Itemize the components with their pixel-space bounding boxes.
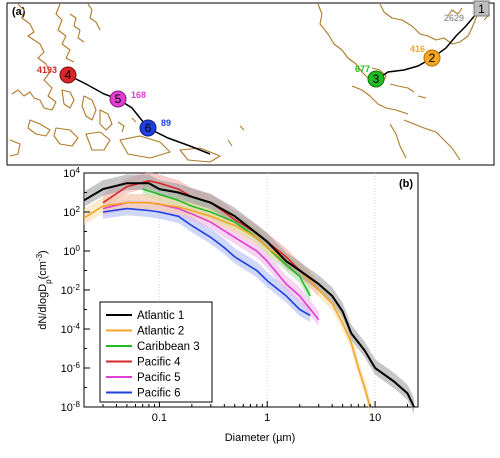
site-count-3: 677 xyxy=(355,64,370,74)
y-axis-title-exp: -3 xyxy=(35,253,44,261)
y-tick-base-3: 10 xyxy=(61,285,73,297)
series-line-6 xyxy=(102,207,311,317)
x-axis: 0.1 1 10 xyxy=(83,401,409,424)
y-tick-exponent-6: -8 xyxy=(73,400,81,409)
map-panel: (a) xyxy=(6,0,495,166)
series-line-3 xyxy=(142,188,311,297)
site-marker-6-circle xyxy=(139,119,157,137)
site-marker-4-circle xyxy=(59,66,77,84)
site-marker-1-square xyxy=(473,0,490,17)
site-marker-3-circle xyxy=(367,70,385,88)
americas-coastline xyxy=(317,3,491,161)
y-tick-base-0: 10 xyxy=(63,168,75,180)
y-tick-label-5: 10-6 xyxy=(61,361,81,376)
site-marker-4-number: 4 xyxy=(65,68,72,82)
y-tick-label-2: 100 xyxy=(63,244,80,259)
y-tick-base-2: 10 xyxy=(63,246,75,258)
legend-label-6: Pacific 6 xyxy=(137,388,180,400)
pacific-track xyxy=(67,74,211,155)
site-marker-5-number: 5 xyxy=(115,92,122,106)
series-band-1 xyxy=(84,174,415,414)
y-tick-label-4: 10-4 xyxy=(61,322,81,337)
y-axis-title: dN/dlogDp(cm-3) xyxy=(35,250,53,329)
y-tick-exponent-4: -4 xyxy=(73,322,81,331)
y-axis-title-sub: p xyxy=(44,279,53,284)
y-tick-base-5: 10 xyxy=(61,363,73,375)
site-marker-4: 4 4193 xyxy=(37,65,77,84)
site-marker-2-circle xyxy=(423,49,441,67)
y-tick-base-1: 10 xyxy=(63,207,75,219)
y-tick-exponent-5: -6 xyxy=(73,361,81,370)
site-count-4: 4193 xyxy=(37,65,57,75)
series-line-1 xyxy=(83,182,415,408)
series-band-6 xyxy=(103,199,311,322)
y-tick-label-1: 102 xyxy=(63,205,80,220)
series-lines xyxy=(83,180,415,408)
site-marker-1-number: 1 xyxy=(478,2,485,16)
site-marker-2-number: 2 xyxy=(429,51,436,65)
x-tick-label-2: 10 xyxy=(369,412,381,424)
site-marker-1: 1 2629 xyxy=(444,0,490,23)
legend-label-2: Atlantic 2 xyxy=(137,326,184,338)
y-tick-label-3: 10-2 xyxy=(61,283,81,298)
y-tick-base-6: 10 xyxy=(61,402,73,414)
site-marker-6-number: 6 xyxy=(145,121,152,135)
site-count-2: 416 xyxy=(410,44,425,54)
site-count-1: 2629 xyxy=(444,13,464,23)
legend-label-4: Pacific 4 xyxy=(137,357,181,369)
site-marker-2: 2 416 xyxy=(410,44,441,67)
y-tick-exponent-2: 0 xyxy=(76,244,81,253)
y-tick-base-4: 10 xyxy=(61,324,73,336)
site-marker-3: 3 677 xyxy=(355,64,385,88)
legend-label-3: Caribbean 3 xyxy=(137,341,200,353)
site-marker-5: 5 168 xyxy=(109,90,146,108)
legend-label-5: Pacific 5 xyxy=(137,372,180,384)
site-count-6: 89 xyxy=(161,118,171,128)
y-axis-title-close: ) xyxy=(37,250,49,254)
site-marker-5-circle xyxy=(109,90,127,108)
cruise-tracks xyxy=(67,7,483,155)
legend-box xyxy=(99,301,213,403)
map-frame xyxy=(6,2,495,166)
y-tick-exponent-0: 4 xyxy=(76,166,81,175)
y-axis-title-main: dN/dlogD xyxy=(37,284,49,330)
site-marker-3-number: 3 xyxy=(373,72,380,86)
atlantic-track xyxy=(375,7,483,81)
x-axis-title: Diameter (µm) xyxy=(225,432,296,444)
site-marker-6: 6 89 xyxy=(139,118,171,137)
x-tick-label-1: 1 xyxy=(264,412,270,424)
y-tick-exponent-3: -2 xyxy=(73,283,81,292)
legend: Atlantic 1 Atlantic 2 Caribbean 3 Pacific 4… xyxy=(99,301,213,403)
chart-panel-label: (b) xyxy=(399,178,413,190)
y-tick-label-6: 10-8 xyxy=(61,400,81,415)
series-line-2 xyxy=(83,201,371,408)
x-tick-label-0: 0.1 xyxy=(152,412,167,424)
y-axis-title-unit: (cm xyxy=(37,261,49,279)
y-tick-exponent-1: 2 xyxy=(76,205,81,214)
legend-label-1: Atlantic 1 xyxy=(137,310,184,322)
y-tick-label-0: 104 xyxy=(63,166,80,181)
site-count-5: 168 xyxy=(131,90,146,100)
